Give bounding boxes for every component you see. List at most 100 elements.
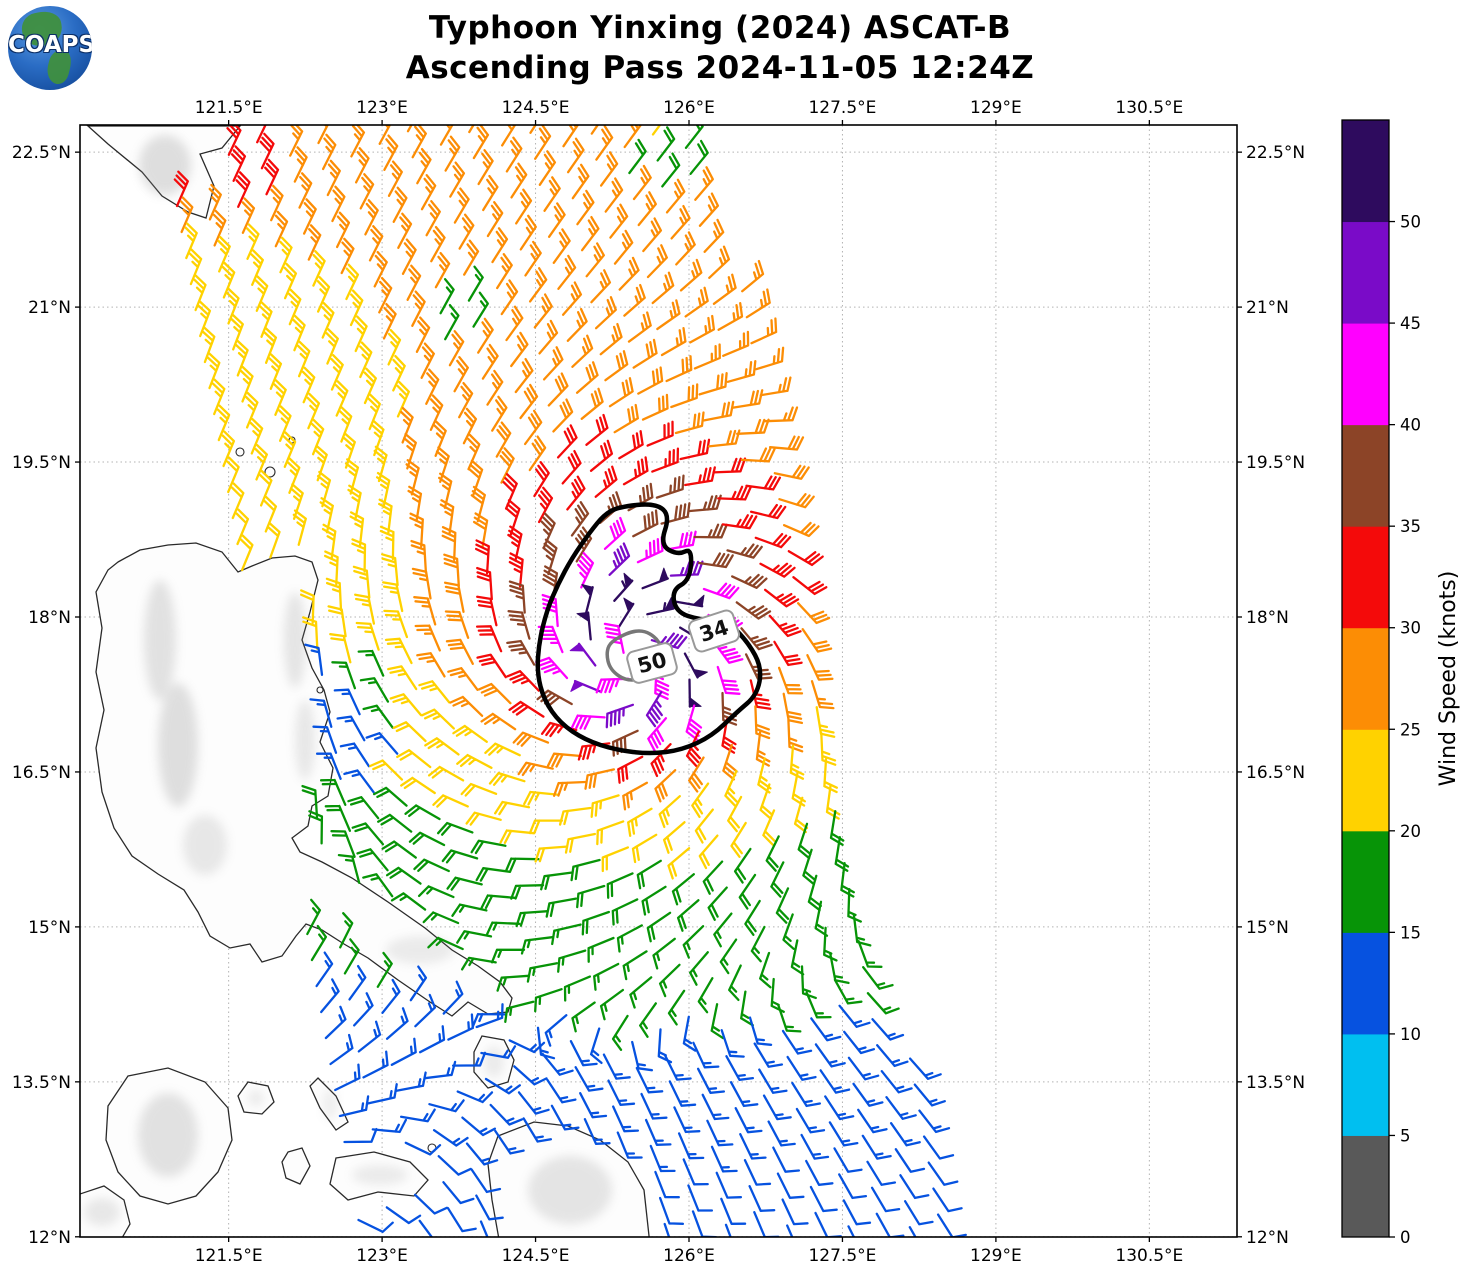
wind-barb — [646, 602, 675, 616]
plot-title: Typhoon Yinxing (2024) ASCAT-B Ascending… — [0, 8, 1440, 88]
wind-barb — [264, 158, 280, 196]
wind-barb — [375, 471, 391, 509]
lat-tick-left: 22.5°N — [12, 143, 71, 163]
wind-barb — [623, 283, 646, 317]
wind-barb — [828, 1121, 859, 1147]
wind-barb — [755, 346, 785, 371]
wind-barb — [773, 464, 810, 480]
wind-barb — [773, 640, 803, 667]
wind-barb — [616, 1131, 643, 1159]
wind-barb — [338, 406, 353, 443]
wind-barb — [339, 742, 371, 768]
wind-barb — [552, 780, 587, 797]
wind-barb — [768, 435, 805, 451]
wind-barb — [570, 714, 606, 730]
wind-barb — [728, 964, 742, 1002]
wind-barb — [357, 1020, 382, 1053]
wind-barb — [523, 790, 559, 806]
wind-barb — [622, 950, 648, 981]
wind-barb — [589, 439, 614, 472]
wind-barb — [470, 839, 507, 855]
wind-barb — [534, 845, 568, 863]
wind-barb — [425, 368, 440, 405]
wind-barb — [188, 248, 203, 286]
wind-barb — [703, 218, 725, 253]
wind-barb — [538, 319, 559, 355]
wind-barb — [655, 474, 685, 499]
wind-barb — [556, 424, 578, 459]
colorbar-segment — [1342, 729, 1389, 832]
wind-barb — [637, 366, 664, 395]
wind-barb — [387, 328, 402, 366]
wind-barb — [636, 536, 664, 564]
wind-barb — [580, 215, 600, 252]
wind-barb — [791, 1081, 822, 1108]
wind-barb — [595, 677, 630, 694]
wind-barb — [389, 693, 423, 717]
wind-barb — [689, 951, 709, 986]
colorbar-tick: 15 — [1400, 923, 1421, 942]
wind-barb — [298, 172, 313, 209]
wind-barb — [677, 1132, 705, 1160]
wind-barb — [748, 1016, 773, 1046]
wind-barb — [628, 138, 647, 175]
wind-barb — [720, 1029, 745, 1058]
wind-barb — [241, 197, 256, 234]
wind-barb — [235, 171, 251, 208]
wind-barb — [557, 949, 587, 973]
wind-barb — [698, 552, 734, 569]
wind-barb — [316, 470, 332, 508]
wind-barb — [570, 858, 601, 882]
wind-barb — [829, 810, 845, 846]
wind-barb — [787, 550, 824, 567]
wind-barb — [562, 125, 580, 148]
wind-barb — [317, 125, 329, 145]
wind-barb — [325, 328, 339, 365]
wind-barb — [382, 581, 404, 613]
wind-barb — [607, 1079, 636, 1106]
wind-barb — [706, 1119, 734, 1147]
lon-tick-bottom: 126°E — [663, 1246, 715, 1264]
wind-barb — [599, 988, 625, 1021]
wind-barb — [433, 420, 447, 457]
terrain-shading — [528, 1156, 612, 1224]
wind-barb — [767, 1120, 796, 1147]
colorbar-tick: 0 — [1400, 1228, 1411, 1247]
wind-barb — [519, 214, 537, 251]
wind-barb — [517, 1091, 550, 1115]
wind-barb — [221, 261, 236, 299]
wind-barb — [870, 1186, 901, 1213]
wind-barb — [436, 821, 474, 836]
wind-barb — [396, 380, 410, 418]
wind-barb — [739, 1133, 767, 1160]
wind-barb — [225, 287, 240, 325]
wind-barb — [306, 392, 321, 430]
wind-barb — [852, 1082, 884, 1107]
colorbar-segment — [1342, 830, 1389, 933]
wind-barb — [791, 770, 807, 807]
wind-barb — [510, 162, 528, 199]
wind-barb — [764, 406, 799, 423]
wind-barb — [277, 405, 292, 442]
wind-barb — [352, 565, 371, 599]
wind-barb — [353, 992, 374, 1027]
lat-tick-left: 15°N — [28, 918, 71, 938]
wind-barb — [230, 313, 244, 351]
wind-barb — [576, 884, 606, 909]
wind-barb — [463, 239, 480, 276]
wind-barb — [411, 567, 432, 600]
wind-barb — [744, 899, 761, 936]
wind-barb — [443, 581, 465, 613]
wind-barb — [594, 296, 617, 330]
colorbar-tick: 10 — [1400, 1025, 1421, 1044]
wind-barb — [641, 393, 669, 421]
wind-barb — [585, 413, 609, 446]
wind-barb — [517, 761, 554, 777]
wind-barb — [613, 579, 634, 602]
wind-barb — [403, 432, 417, 470]
wind-barb — [679, 258, 703, 292]
wind-barb — [782, 692, 804, 725]
wind-barb — [329, 1033, 354, 1066]
wind-barb — [494, 1129, 525, 1155]
wind-barb — [444, 135, 461, 172]
